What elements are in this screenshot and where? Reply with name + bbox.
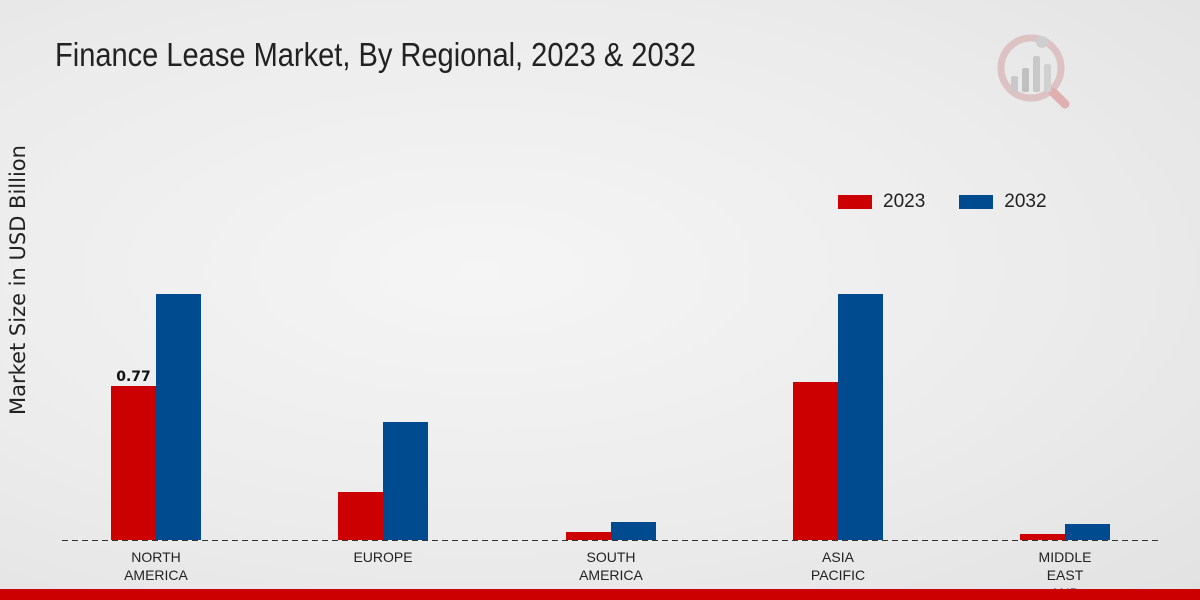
bar-2023-europe bbox=[338, 492, 383, 540]
bar-2023-south-america bbox=[566, 532, 611, 540]
bar-2023-north-america bbox=[111, 386, 156, 540]
x-tick-label: ASIA PACIFIC bbox=[811, 549, 865, 583]
x-tick-label: EUROPE bbox=[353, 549, 412, 565]
legend-item-2023: 2023 bbox=[838, 191, 925, 213]
data-label: 0.77 bbox=[116, 369, 151, 385]
legend-swatch-2023 bbox=[838, 195, 872, 209]
watermark-logo-icon bbox=[993, 30, 1073, 116]
chart-title: Finance Lease Market, By Regional, 2023 … bbox=[55, 36, 696, 73]
legend-item-2032: 2032 bbox=[959, 191, 1047, 213]
legend-label-2023: 2023 bbox=[883, 191, 926, 212]
bar-2032-europe bbox=[383, 422, 428, 540]
bar-2032-south-america bbox=[611, 522, 656, 540]
bar-2032-north-america bbox=[156, 294, 201, 540]
bar-2023-middle-east-and bbox=[1020, 534, 1065, 540]
bottom-accent-bar bbox=[0, 589, 1200, 600]
x-tick-label: NORTH AMERICA bbox=[124, 549, 188, 583]
legend-swatch-2032 bbox=[959, 195, 994, 209]
x-tick-label: SOUTH AMERICA bbox=[579, 549, 643, 583]
bar-2023-asia-pacific bbox=[793, 382, 838, 540]
bar-2032-asia-pacific bbox=[838, 294, 883, 540]
bar-2032-middle-east-and bbox=[1065, 524, 1110, 540]
legend-label-2032: 2032 bbox=[1004, 191, 1047, 212]
legend: 2023 2032 bbox=[838, 191, 1081, 213]
